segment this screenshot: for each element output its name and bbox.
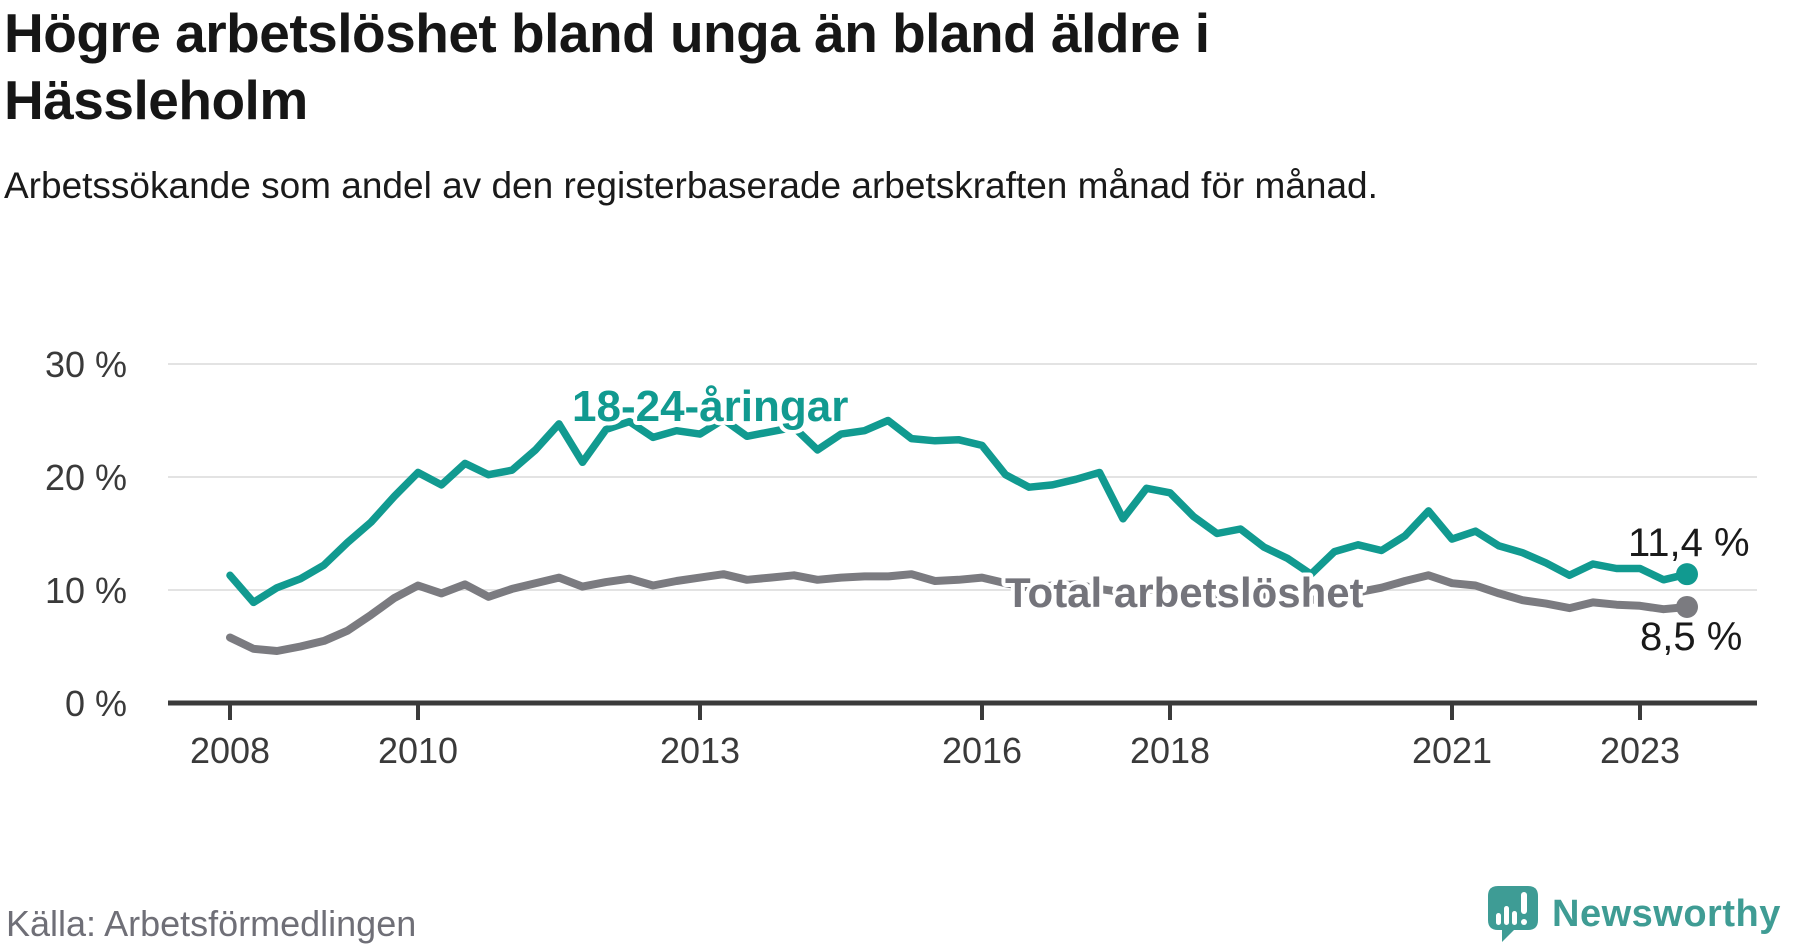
- series-total-path: [226, 570, 1691, 655]
- newsworthy-logo-icon: [1488, 885, 1538, 942]
- series-label-total: Total arbetslöshet: [1005, 569, 1364, 616]
- end-value-total: 8,5 %: [1640, 615, 1742, 659]
- x-tick-label: 2018: [1130, 730, 1210, 771]
- y-tick-label: 30 %: [45, 344, 127, 385]
- x-tick-label: 2013: [660, 730, 740, 771]
- end-value-young: 11,4 %: [1628, 521, 1750, 565]
- page-title: Högre arbetslöshet bland unga än bland ä…: [4, 2, 1210, 132]
- series-total-end-dot: [1676, 595, 1698, 618]
- series-young-path: [226, 415, 1691, 607]
- y-axis-labels: 0 % 10 % 20 % 30 %: [45, 344, 127, 724]
- x-tick-label: 2008: [190, 730, 270, 771]
- y-tick-label: 10 %: [45, 570, 127, 611]
- x-tick-label: 2016: [942, 730, 1022, 771]
- y-tick-label: 0 %: [65, 683, 127, 724]
- y-tick-label: 20 %: [45, 457, 127, 498]
- newsworthy-logo: Newsworthy: [1488, 884, 1781, 944]
- gridlines: [168, 363, 1757, 591]
- series-label-young: 18-24-åringar: [572, 382, 848, 431]
- series-young-line: [226, 415, 1698, 607]
- page-subtitle: Arbetssökande som andel av den registerb…: [4, 165, 1378, 206]
- x-axis-ticks: 2008 2010 2013 2016 2018 2021 2023: [190, 705, 1680, 771]
- series-young-end-dot: [1676, 563, 1698, 586]
- x-tick-label: 2021: [1412, 730, 1492, 771]
- x-tick-label: 2023: [1600, 730, 1680, 771]
- brand-name: Newsworthy: [1552, 892, 1781, 935]
- series-total-line: [226, 570, 1698, 655]
- source-text: Källa: Arbetsförmedlingen: [6, 903, 417, 944]
- x-tick-label: 2010: [378, 730, 458, 771]
